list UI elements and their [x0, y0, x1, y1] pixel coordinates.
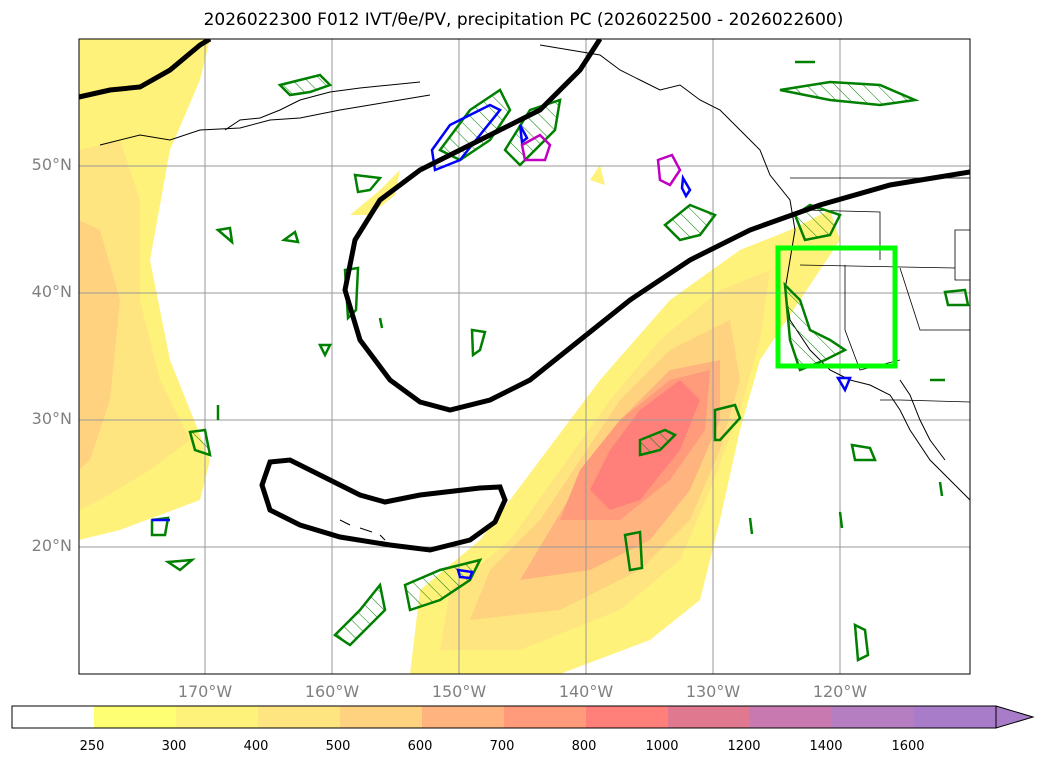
colorbar-segment — [176, 706, 258, 728]
lat-label-40n: 40°N — [31, 282, 72, 301]
colorbar-label: 800 — [571, 739, 597, 754]
theta-e-contours — [79, 39, 970, 553]
colorbar — [11, 705, 1035, 729]
colorbar-label: 600 — [407, 739, 433, 754]
map-title: 2026022300 F012 IVT/θe/PV, precipitation… — [203, 10, 844, 30]
lon-label-170w: 170°W — [177, 682, 233, 701]
highlight-region-box — [775, 245, 898, 369]
colorbar-outline — [11, 705, 997, 729]
political-boundaries — [790, 177, 970, 403]
lat-label-20n: 20°N — [31, 536, 72, 555]
colorbar-label: 700 — [489, 739, 515, 754]
colorbar-segment — [668, 706, 750, 728]
colorbar-label: 250 — [79, 739, 105, 754]
colorbar-label: 1200 — [727, 739, 761, 754]
colorbar-segment — [750, 706, 832, 728]
colorbar-segment — [422, 706, 504, 728]
ivt-shading — [79, 39, 840, 674]
precip-contours — [150, 60, 970, 662]
colorbar-label: 1600 — [891, 739, 925, 754]
colorbar-label: 1000 — [645, 739, 679, 754]
lon-label-120w: 120°W — [812, 682, 868, 701]
colorbar-segment — [832, 706, 914, 728]
colorbar-segment — [340, 706, 422, 728]
lon-label-150w: 150°W — [431, 682, 487, 701]
map-frame — [78, 38, 971, 675]
colorbar-segment — [914, 706, 996, 728]
coastlines — [99, 44, 970, 541]
colorbar-extend-arrow — [995, 705, 1035, 729]
colorbar-label: 1400 — [809, 739, 843, 754]
colorbar-label: 500 — [325, 739, 351, 754]
colorbar-segment — [504, 706, 586, 728]
lat-label-30n: 30°N — [31, 409, 72, 428]
colorbar-segment — [258, 706, 340, 728]
lat-label-50n: 50°N — [31, 155, 72, 174]
lon-label-140w: 140°W — [558, 682, 614, 701]
colorbar-label: 300 — [161, 739, 187, 754]
colorbar-label: 400 — [243, 739, 269, 754]
colorbar-segment — [94, 706, 176, 728]
colorbar-segment — [586, 706, 668, 728]
pv-contours — [152, 103, 852, 580]
colorbar-segment — [12, 706, 94, 728]
lon-label-130w: 130°W — [685, 682, 741, 701]
lon-label-160w: 160°W — [304, 682, 360, 701]
